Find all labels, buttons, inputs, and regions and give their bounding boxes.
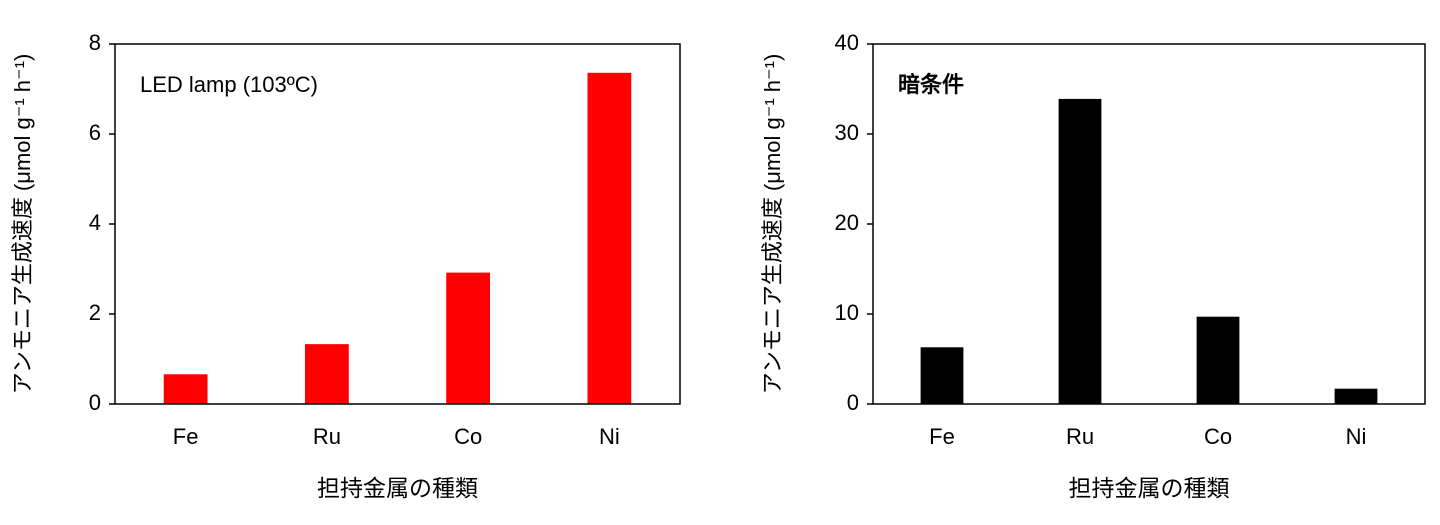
x-tick-label: Fe	[929, 424, 955, 449]
bar	[163, 374, 208, 404]
y-tick-label: 20	[835, 210, 859, 235]
y-axis-label: アンモニア生成速度 (μmol g⁻¹ h⁻¹)	[10, 54, 35, 395]
x-tick-label: Co	[1204, 424, 1232, 449]
y-tick-label: 8	[89, 30, 101, 55]
bar	[446, 272, 491, 404]
y-tick-label: 0	[847, 390, 859, 415]
bar	[920, 347, 964, 404]
y-tick-label: 30	[835, 120, 859, 145]
annotation: 暗条件	[898, 72, 964, 97]
y-tick-label: 10	[835, 300, 859, 325]
x-tick-label: Ru	[1066, 424, 1094, 449]
y-axis-label: アンモニア生成速度 (μmol g⁻¹ h⁻¹)	[760, 54, 785, 395]
plot-frame	[872, 43, 1426, 405]
y-tick-label: 2	[89, 300, 101, 325]
x-tick-label: Fe	[173, 424, 199, 449]
x-tick-label: Ni	[1346, 424, 1367, 449]
y-tick-label: 0	[89, 390, 101, 415]
bar	[587, 72, 632, 405]
x-axis-label: 担持金属の種類	[317, 475, 478, 501]
y-tick-label: 40	[835, 30, 859, 55]
y-tick-label: 4	[89, 210, 101, 235]
x-tick-label: Ni	[599, 424, 620, 449]
y-tick-label: 6	[89, 120, 101, 145]
bar	[1334, 388, 1378, 404]
bar	[1196, 316, 1240, 404]
x-axis-label: 担持金属の種類	[1069, 475, 1230, 501]
plot-frame	[114, 43, 681, 405]
bar	[304, 344, 349, 404]
x-tick-label: Ru	[313, 424, 341, 449]
x-tick-label: Co	[454, 424, 482, 449]
annotation: LED lamp (103ºC)	[140, 72, 318, 97]
bar	[1058, 98, 1102, 405]
